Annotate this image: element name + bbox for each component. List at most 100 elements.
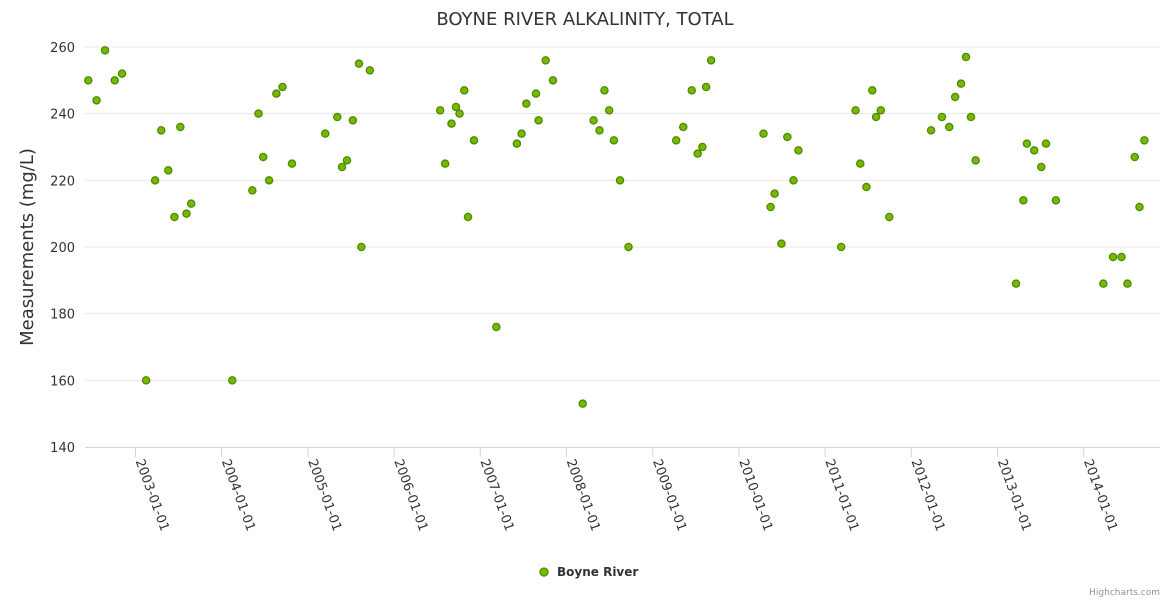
data-point[interactable] <box>170 212 179 222</box>
data-point[interactable] <box>794 146 803 155</box>
data-point[interactable] <box>333 112 342 122</box>
data-point[interactable] <box>272 89 281 98</box>
data-point[interactable] <box>789 176 798 185</box>
data-point[interactable] <box>1041 139 1051 148</box>
data-point[interactable] <box>600 86 609 95</box>
data-point[interactable] <box>679 122 688 132</box>
data-point[interactable] <box>186 199 196 208</box>
data-point[interactable] <box>706 56 716 65</box>
data-point[interactable] <box>1130 152 1139 162</box>
data-point[interactable] <box>1099 279 1108 288</box>
data-point[interactable] <box>435 106 445 115</box>
data-point[interactable] <box>777 239 786 248</box>
data-point[interactable] <box>522 99 531 108</box>
data-point[interactable] <box>534 116 543 125</box>
data-point[interactable] <box>1117 252 1126 262</box>
data-point[interactable] <box>287 159 297 168</box>
data-point[interactable] <box>92 96 101 105</box>
data-point[interactable] <box>578 399 587 408</box>
data-point[interactable] <box>182 209 191 218</box>
data-point[interactable] <box>228 376 237 385</box>
data-point[interactable] <box>342 156 352 165</box>
data-point[interactable] <box>701 82 711 92</box>
data-point[interactable] <box>440 159 450 168</box>
data-point[interactable] <box>156 126 166 135</box>
data-point[interactable] <box>876 106 886 115</box>
data-point[interactable] <box>512 139 522 148</box>
data-point[interactable] <box>463 212 473 222</box>
data-point[interactable] <box>492 322 501 332</box>
legend-marker[interactable] <box>539 567 549 577</box>
data-point[interactable] <box>1022 139 1032 148</box>
data-point[interactable] <box>950 92 960 102</box>
data-point[interactable] <box>264 176 274 185</box>
data-point[interactable] <box>451 102 461 112</box>
data-point[interactable] <box>254 109 263 118</box>
data-point[interactable] <box>100 46 110 55</box>
data-point[interactable] <box>1123 279 1132 288</box>
data-point[interactable] <box>944 122 954 132</box>
data-point[interactable] <box>248 186 257 195</box>
data-point[interactable] <box>961 52 971 62</box>
credits-link[interactable]: Highcharts.com <box>1089 588 1160 598</box>
data-point[interactable] <box>966 112 976 122</box>
data-point[interactable] <box>164 166 173 175</box>
data-point[interactable] <box>862 182 871 192</box>
data-point[interactable] <box>365 66 375 75</box>
data-point[interactable] <box>150 176 160 185</box>
data-point[interactable] <box>836 242 846 252</box>
data-point[interactable] <box>604 106 614 115</box>
data-point[interactable] <box>357 242 366 252</box>
data-point[interactable] <box>595 126 604 135</box>
data-point[interactable] <box>871 112 881 122</box>
data-point[interactable] <box>541 56 550 65</box>
data-point[interactable] <box>693 149 702 158</box>
data-point[interactable] <box>176 122 185 132</box>
data-point[interactable] <box>447 119 456 128</box>
data-point[interactable] <box>110 76 119 85</box>
data-point[interactable] <box>1135 202 1144 212</box>
data-point[interactable] <box>460 86 469 95</box>
data-point[interactable] <box>1140 136 1149 145</box>
data-point[interactable] <box>687 86 697 95</box>
data-point[interactable] <box>624 242 633 252</box>
data-point[interactable] <box>1037 162 1046 172</box>
legend[interactable]: Boyne River <box>539 565 638 579</box>
data-point[interactable] <box>885 212 894 222</box>
data-point[interactable] <box>766 202 775 212</box>
data-point[interactable] <box>321 129 330 138</box>
data-point[interactable] <box>141 376 151 385</box>
legend-label[interactable]: Boyne River <box>557 565 638 579</box>
data-point[interactable] <box>868 86 877 95</box>
data-point[interactable] <box>348 116 358 125</box>
data-point[interactable] <box>971 156 980 165</box>
data-point[interactable] <box>856 159 865 168</box>
data-point[interactable] <box>455 109 464 118</box>
data-point[interactable] <box>258 152 268 162</box>
data-point[interactable] <box>770 189 779 198</box>
data-point[interactable] <box>1011 279 1021 288</box>
data-point[interactable] <box>783 132 792 142</box>
data-point[interactable] <box>1029 146 1039 155</box>
data-point[interactable] <box>531 89 541 98</box>
data-point[interactable] <box>469 136 479 145</box>
data-point[interactable] <box>759 129 768 138</box>
data-point[interactable] <box>671 136 681 145</box>
data-point[interactable] <box>548 76 558 85</box>
data-point[interactable] <box>615 176 625 185</box>
data-point[interactable] <box>354 59 364 68</box>
data-point[interactable] <box>1019 196 1028 205</box>
data-point[interactable] <box>851 106 860 115</box>
data-point[interactable] <box>609 136 619 145</box>
data-point[interactable] <box>1051 196 1061 205</box>
data-point[interactable] <box>337 162 347 172</box>
data-point[interactable] <box>937 112 947 122</box>
data-point[interactable] <box>517 129 526 138</box>
data-point[interactable] <box>589 116 598 125</box>
data-point[interactable] <box>926 126 936 135</box>
data-point[interactable] <box>1108 252 1118 262</box>
data-point[interactable] <box>117 69 127 78</box>
data-point[interactable] <box>956 79 966 88</box>
data-point[interactable] <box>84 76 93 85</box>
data-point[interactable] <box>698 142 707 152</box>
